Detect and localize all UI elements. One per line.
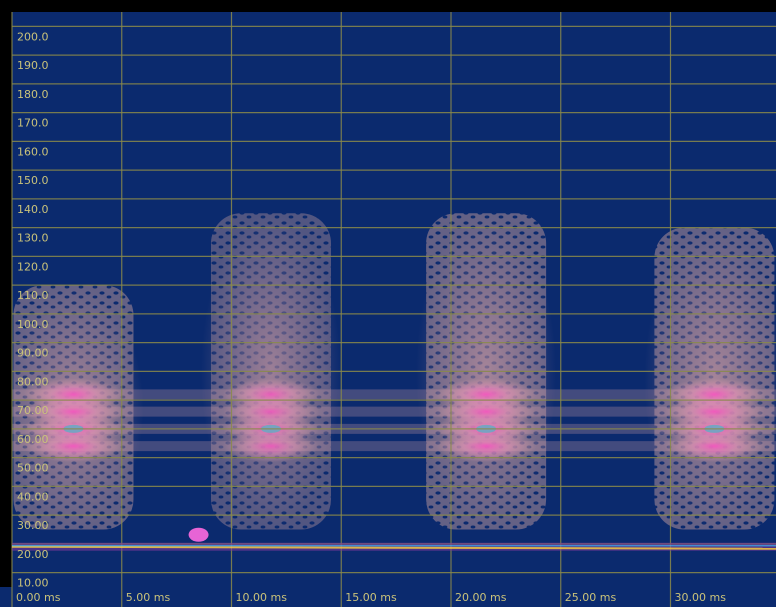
burst-band [664, 378, 765, 411]
y-tick-label: 80.00 [17, 375, 49, 388]
x-tick-label: 0.00 ms [16, 591, 61, 604]
formant-band [12, 406, 776, 417]
y-tick-label: 160.0 [17, 145, 49, 158]
formant-band [12, 441, 776, 452]
x-tick-label: 5.00 ms [126, 591, 171, 604]
burst-4 [644, 227, 776, 530]
baseline-trace [12, 527, 776, 551]
plot-area [12, 12, 776, 587]
y-tick-label: 50.00 [17, 462, 49, 475]
y-tick-label: 40.00 [17, 490, 49, 503]
y-tick-labels: 10.00 20.00 30.00 40.00 50.00 60.00 70.00 80.00… [17, 30, 49, 589]
y-tick-label: 60.00 [17, 433, 49, 446]
x-tick-labels: 0.00 ms 5.00 ms 10.00 ms 15.00 ms 20.00 ms 25… [16, 591, 726, 604]
plot-background [0, 12, 776, 607]
y-tick-label: 150.0 [17, 174, 49, 187]
burst-band [223, 378, 320, 411]
y-tick-label: 130.0 [17, 232, 49, 245]
burst-band [436, 378, 537, 411]
y-tick-label: 140.0 [17, 203, 49, 216]
grid-lines [11, 12, 776, 607]
x-tick-label: 20.00 ms [455, 591, 507, 604]
x-axis-band [0, 587, 776, 607]
y-tick-label: 110.0 [17, 289, 49, 302]
x-tick-label: 25.00 ms [565, 591, 617, 604]
y-tick-label: 200.0 [17, 30, 49, 43]
y-tick-label: 90.00 [17, 347, 49, 360]
x-tick-label: 30.00 ms [675, 591, 727, 604]
y-tick-label: 100.0 [17, 318, 49, 331]
y-tick-label: 70.00 [17, 404, 49, 417]
y-tick-label: 10.00 [17, 577, 49, 590]
x-tick-label: 10.00 ms [236, 591, 288, 604]
x-tick-label: 15.00 ms [345, 591, 397, 604]
y-tick-label: 180.0 [17, 88, 49, 101]
burst-band [23, 378, 124, 411]
baseline-highlight [188, 527, 209, 542]
y-tick-label: 170.0 [17, 117, 49, 130]
burst-1 [12, 285, 144, 530]
y-tick-label: 30.00 [17, 519, 49, 532]
y-tick-label: 120.0 [17, 260, 49, 273]
formant-band [12, 389, 776, 400]
y-tick-label: 190.0 [17, 59, 49, 72]
y-tick-label: 20.00 [17, 548, 49, 561]
baseline-line [12, 545, 776, 550]
